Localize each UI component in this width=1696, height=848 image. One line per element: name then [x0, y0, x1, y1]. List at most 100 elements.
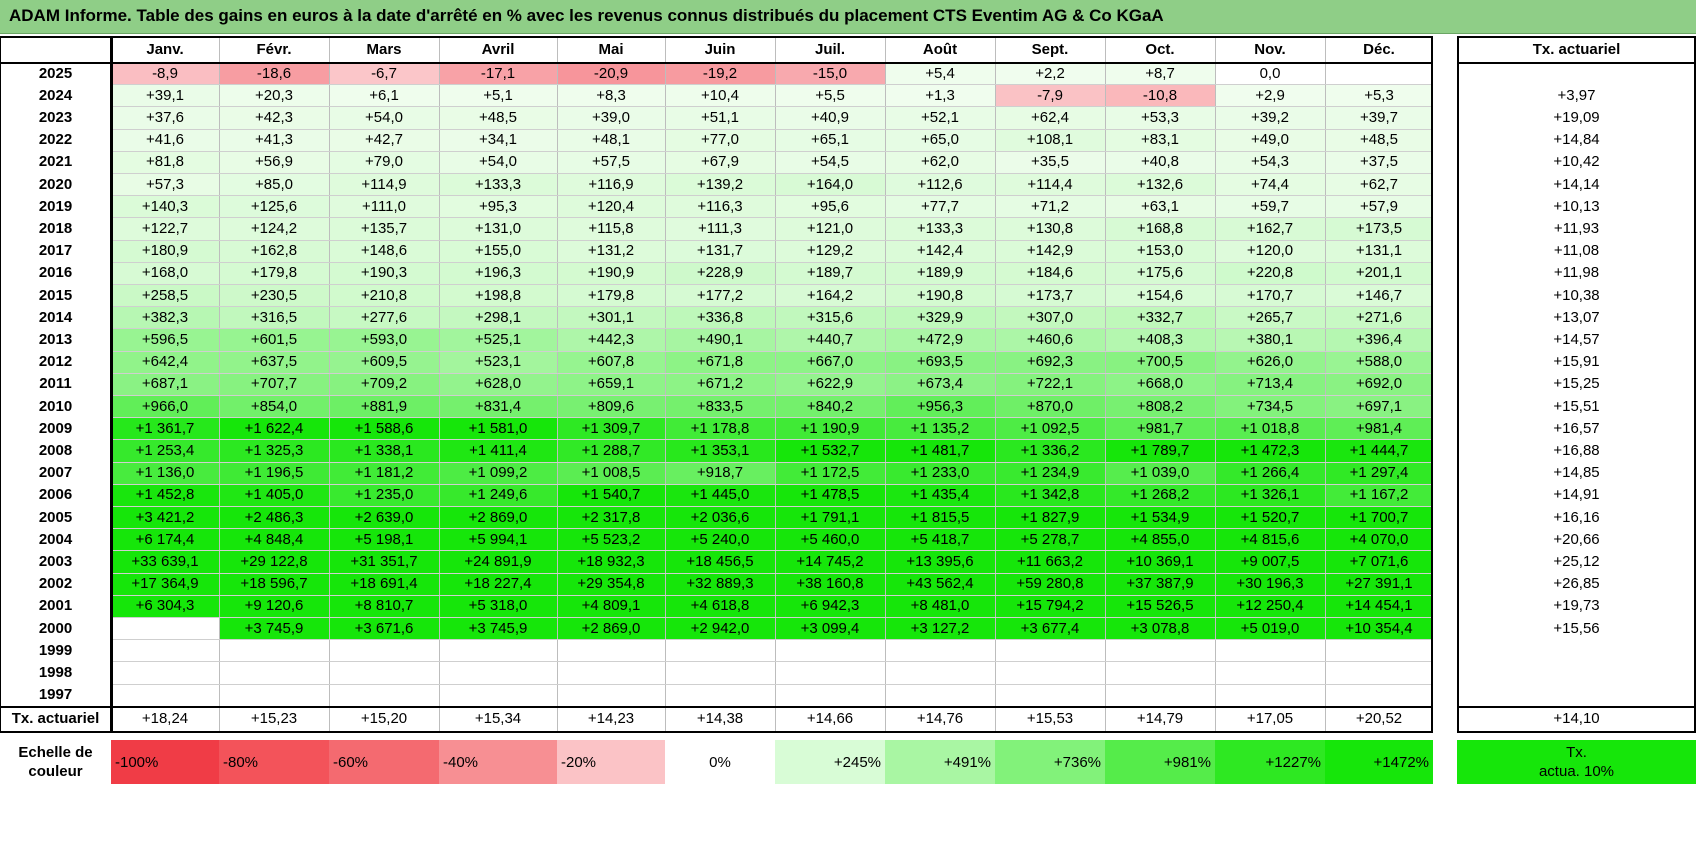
- table-cell: +39,0: [557, 106, 665, 129]
- table-cell: +39,1: [111, 84, 219, 107]
- summary-cell: +15,20: [360, 710, 408, 727]
- table-cell: +116,3: [665, 195, 775, 218]
- table-cell: +62,0: [885, 150, 995, 173]
- table-cell: +170,7: [1215, 284, 1325, 307]
- table-cell: +59 280,8: [995, 572, 1105, 595]
- table-cell: +5,3: [1325, 84, 1433, 107]
- annual-rate-cell: +14,85: [1553, 464, 1600, 482]
- table-cell: +1 196,5: [219, 461, 329, 484]
- table-cell: [329, 661, 439, 684]
- table-cell: [1105, 639, 1215, 662]
- table-cell: +3 099,4: [775, 617, 885, 640]
- annual-rate-cell: +10,42: [1553, 153, 1600, 171]
- table-cell: +2 036,6: [665, 506, 775, 529]
- table-cell: +1 039,0: [1105, 461, 1215, 484]
- table-cell: +112,6: [885, 173, 995, 196]
- grid-line-horizontal: [111, 239, 1433, 241]
- table-cell: [111, 661, 219, 684]
- grid-line-horizontal: [111, 106, 1433, 108]
- table-cell: +380,1: [1215, 328, 1325, 351]
- table-cell: [439, 661, 557, 684]
- table-cell: -20,9: [557, 62, 665, 85]
- year-label: 2018: [38, 219, 73, 237]
- border-annual-sum-top: [1457, 706, 1696, 708]
- month-header: Oct.: [1145, 40, 1175, 58]
- annual-rate-cell: +26,85: [1553, 575, 1600, 593]
- table-cell: +1 253,4: [111, 439, 219, 462]
- table-cell: -18,6: [219, 62, 329, 85]
- table-cell: +15 794,2: [995, 594, 1105, 617]
- table-cell: -15,0: [775, 62, 885, 85]
- table-cell: +918,7: [665, 461, 775, 484]
- legend-label-line: couleur: [28, 763, 83, 780]
- table-cell: +316,5: [219, 306, 329, 329]
- month-header: Sept.: [1031, 40, 1069, 58]
- table-cell: +114,9: [329, 173, 439, 196]
- month-header: Juin: [704, 40, 736, 58]
- table-cell: +154,6: [1105, 284, 1215, 307]
- table-cell: [665, 639, 775, 662]
- table-cell: +4 848,4: [219, 528, 329, 551]
- table-cell: +5 019,0: [1215, 617, 1325, 640]
- table-cell: +53,3: [1105, 106, 1215, 129]
- table-cell: +29 122,8: [219, 550, 329, 573]
- annual-rate-cell: +25,12: [1553, 552, 1600, 570]
- table-cell: +54,3: [1215, 150, 1325, 173]
- month-header: Févr.: [256, 40, 292, 58]
- year-label: 1998: [38, 663, 73, 681]
- table-cell: +130,8: [995, 217, 1105, 240]
- table-cell: +1 167,2: [1325, 483, 1433, 506]
- month-header: Mai: [598, 40, 624, 58]
- annual-rate-cell: +15,56: [1553, 619, 1600, 637]
- table-cell: [219, 639, 329, 662]
- table-cell: +659,1: [557, 372, 665, 395]
- table-cell: [329, 683, 439, 706]
- table-cell: [557, 661, 665, 684]
- grid-line-horizontal: [111, 217, 1433, 219]
- table-cell: +52,1: [885, 106, 995, 129]
- table-cell: +196,3: [439, 261, 557, 284]
- month-header: Avril: [481, 40, 515, 58]
- table-cell: +85,0: [219, 173, 329, 196]
- table-cell: +65,0: [885, 128, 995, 151]
- table-cell: +523,1: [439, 350, 557, 373]
- month-header: Août: [922, 40, 958, 58]
- table-cell: [1325, 661, 1433, 684]
- grid-line-horizontal: [111, 195, 1433, 197]
- table-cell: +8 810,7: [329, 594, 439, 617]
- table-cell: +271,6: [1325, 306, 1433, 329]
- table-cell: +298,1: [439, 306, 557, 329]
- grid-line-vertical: [329, 36, 330, 731]
- table-cell: [219, 683, 329, 706]
- year-label: 2021: [38, 153, 73, 171]
- table-cell: +131,1: [1325, 239, 1433, 262]
- table-cell: +609,5: [329, 350, 439, 373]
- table-cell: +63,1: [1105, 195, 1215, 218]
- table-cell: [557, 639, 665, 662]
- table-cell: +12 250,4: [1215, 594, 1325, 617]
- table-cell: +607,8: [557, 350, 665, 373]
- table-cell: +1 342,8: [995, 483, 1105, 506]
- table-cell: +382,3: [111, 306, 219, 329]
- table-cell: +2,9: [1215, 84, 1325, 107]
- table-cell: +168,0: [111, 261, 219, 284]
- grid-line-horizontal: [111, 395, 1433, 396]
- table-cell: +9 120,6: [219, 594, 329, 617]
- year-label: 2010: [38, 397, 73, 415]
- table-cell: +173,5: [1325, 217, 1433, 240]
- legend-swatch: -20%: [557, 740, 665, 784]
- table-cell: +37,6: [111, 106, 219, 129]
- table-cell: [111, 617, 219, 640]
- table-cell: +1 532,7: [775, 439, 885, 462]
- table-cell: +667,0: [775, 350, 885, 373]
- table-cell: +27 391,1: [1325, 572, 1433, 595]
- table-cell: +108,1: [995, 128, 1105, 151]
- legend-swatch: -60%: [329, 740, 439, 784]
- table-cell: [775, 683, 885, 706]
- table-cell: [557, 683, 665, 706]
- legend-swatch: +245%: [775, 740, 885, 784]
- table-cell: +54,0: [439, 150, 557, 173]
- annual-header: Tx. actuariel: [1532, 40, 1621, 58]
- year-label: 2020: [38, 175, 73, 193]
- table-cell: +881,9: [329, 395, 439, 418]
